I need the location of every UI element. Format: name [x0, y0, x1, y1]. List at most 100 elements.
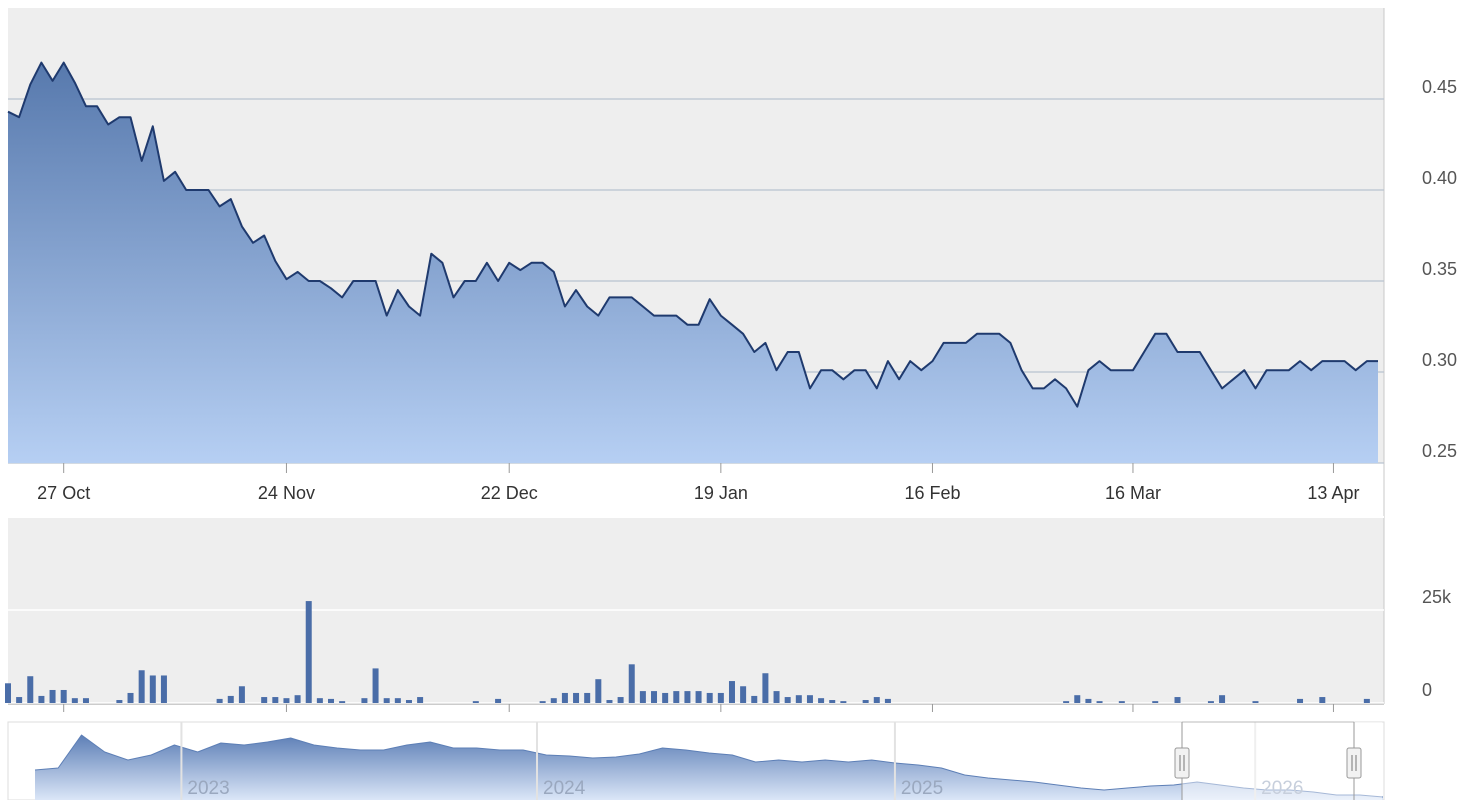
volume-bar	[795, 695, 802, 703]
volume-bar	[49, 689, 56, 703]
volume-bar	[305, 601, 312, 703]
volume-bar	[238, 686, 245, 703]
volume-bar	[740, 686, 747, 703]
volume-bar	[617, 697, 624, 703]
volume-bar	[339, 701, 346, 703]
nav-year-label: 2026	[1261, 778, 1303, 799]
volume-bar	[550, 698, 557, 703]
y-tick-label: 0	[1422, 680, 1432, 700]
volume-bar	[149, 675, 156, 703]
y-tick-label: 25k	[1422, 587, 1452, 607]
volume-bar	[372, 668, 379, 703]
volume-bar	[773, 691, 780, 703]
volume-bar	[116, 700, 123, 703]
volume-bar	[673, 691, 680, 703]
volume-bar	[1174, 697, 1181, 703]
x-tick-label: 16 Mar	[1105, 483, 1161, 503]
volume-bar	[261, 697, 268, 703]
x-tick-label: 27 Oct	[37, 483, 90, 503]
y-tick-label: 0.30	[1422, 350, 1457, 370]
volume-bar	[160, 675, 167, 703]
volume-bar	[283, 698, 290, 703]
area-fill	[8, 62, 1378, 463]
volume-bar	[1207, 701, 1214, 703]
volume-bar	[840, 701, 847, 703]
volume-bar	[16, 697, 23, 703]
volume-bar	[806, 695, 813, 703]
volume-bar	[27, 676, 34, 703]
volume-bar	[1252, 701, 1259, 703]
volume-bar	[651, 691, 658, 703]
volume-bar	[717, 692, 724, 703]
volume-bar	[684, 691, 691, 703]
volume-bar	[472, 701, 479, 703]
volume-bar	[1219, 695, 1226, 703]
volume-bar	[1363, 698, 1370, 703]
volume-bar	[584, 692, 591, 703]
volume-bar	[38, 695, 45, 703]
volume-bar	[662, 692, 669, 703]
nav-year-label: 2025	[901, 778, 943, 799]
volume-bar	[695, 691, 702, 703]
volume-bar	[639, 691, 646, 703]
volume-bar	[561, 692, 568, 703]
nav-handle	[1174, 747, 1190, 779]
volume-bar	[1096, 701, 1103, 703]
volume-bar	[1074, 695, 1081, 703]
volume-bar	[595, 679, 602, 703]
volume-bar	[60, 689, 67, 703]
volume-bar	[762, 673, 769, 703]
volume-bar	[1118, 701, 1125, 703]
nav-handle	[1346, 747, 1362, 779]
volume-bar	[394, 698, 401, 703]
volume-bar	[1152, 701, 1159, 703]
x-tick-label: 19 Jan	[694, 483, 748, 503]
volume-bar	[127, 692, 134, 703]
y-tick-label: 0.45	[1422, 77, 1457, 97]
x-tick-label: 22 Dec	[481, 483, 538, 503]
volume-bar	[818, 698, 825, 703]
volume-bar	[628, 664, 635, 703]
volume-bar	[272, 697, 279, 703]
volume-bar	[706, 692, 713, 703]
x-tick-label: 24 Nov	[258, 483, 315, 503]
volume-bar	[383, 698, 390, 703]
volume-bar	[1063, 701, 1070, 703]
volume-bar	[316, 698, 323, 703]
x-tick-label: 13 Apr	[1307, 483, 1359, 503]
y-tick-label: 0.35	[1422, 259, 1457, 279]
volume-bar	[784, 697, 791, 703]
volume-bar	[539, 701, 546, 703]
volume-bar	[573, 692, 580, 703]
volume-bar	[751, 695, 758, 703]
volume-bar	[5, 683, 11, 703]
volume-bar	[361, 698, 368, 703]
volume-bar	[873, 697, 880, 703]
price-line	[7, 61, 1378, 408]
volume-bar	[495, 698, 502, 703]
nav-year-label: 2024	[543, 778, 586, 799]
volume-bar	[728, 681, 735, 703]
volume-bar	[405, 700, 412, 703]
volume-bar	[294, 695, 301, 703]
navigator-layer: 2023 2024 2025 2026	[180, 722, 1303, 800]
volume-bar	[862, 700, 869, 703]
volume-bar	[606, 700, 613, 703]
volume-bar	[417, 697, 424, 703]
volume-bar	[328, 698, 335, 703]
volume-bar	[227, 695, 234, 703]
price-line	[34, 734, 1384, 798]
volume-bar	[829, 700, 836, 703]
volume-bar	[216, 698, 223, 703]
volume-bar	[1319, 697, 1326, 703]
y-tick-label: 0.40	[1422, 168, 1457, 188]
volume-bar	[71, 698, 78, 703]
volume-bar	[1297, 698, 1304, 703]
volume-bar	[82, 698, 89, 703]
volume-bar	[138, 670, 145, 703]
volume-bar	[1085, 698, 1092, 703]
x-tick-label: 16 Feb	[904, 483, 960, 503]
y-tick-label: 0.25	[1422, 441, 1457, 461]
volume-bar	[884, 698, 891, 703]
